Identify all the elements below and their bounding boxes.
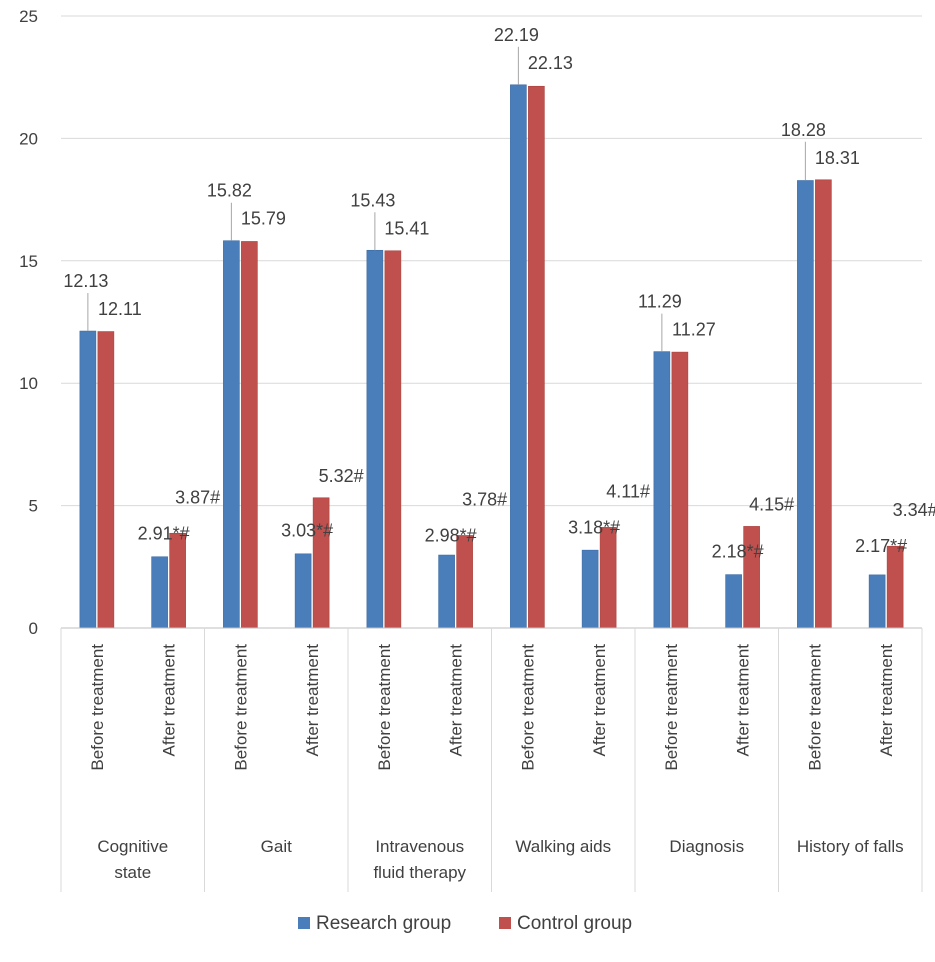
data-label-control: 15.41 <box>384 218 429 238</box>
bar-research <box>151 556 168 629</box>
data-label-research: 12.13 <box>63 271 108 291</box>
data-label-research: 22.19 <box>494 25 539 45</box>
y-tick-label: 10 <box>19 374 38 393</box>
bar-control <box>599 527 617 629</box>
bar-research <box>510 84 527 629</box>
x-group-label: state <box>114 863 151 882</box>
x-subcategory-label: Before treatment <box>518 644 537 771</box>
data-label-research: 2.17*# <box>855 536 907 556</box>
bar-control <box>241 241 258 629</box>
data-label-control: 15.79 <box>241 209 286 229</box>
y-tick-label: 0 <box>29 619 38 638</box>
data-label-research: 15.82 <box>207 181 252 201</box>
x-subcategory-label: Before treatment <box>375 644 394 771</box>
bar-control <box>97 331 115 629</box>
x-subcategory-label: Before treatment <box>231 644 250 771</box>
bar-control <box>169 532 186 629</box>
bar-control <box>312 497 330 629</box>
legend: Research group Control group <box>298 913 632 934</box>
x-group-label: Diagnosis <box>669 837 744 856</box>
y-tick-label: 15 <box>19 252 38 271</box>
bar-control <box>384 250 402 629</box>
data-label-control: 5.32# <box>319 466 364 486</box>
gridlines <box>61 15 922 507</box>
data-label-control: 22.13 <box>528 53 573 73</box>
y-tick-label: 25 <box>19 7 38 26</box>
y-axis: 0 5 10 15 20 25 <box>19 7 38 638</box>
x-group-label: Gait <box>261 837 292 856</box>
data-label-research: 2.91*# <box>138 523 190 543</box>
x-group-label: Intravenous <box>375 837 464 856</box>
x-subcategory-label: Before treatment <box>88 644 107 771</box>
x-subcategory-label: After treatment <box>447 644 466 757</box>
bar-research <box>438 554 455 629</box>
x-group-label: Walking aids <box>515 837 611 856</box>
data-label-research: 2.98*# <box>425 525 477 545</box>
data-label-research: 15.43 <box>350 190 395 210</box>
x-subcategory-label: After treatment <box>734 644 753 757</box>
data-label-control: 4.11# <box>606 481 650 501</box>
bar-research <box>868 574 886 629</box>
bar-research <box>725 574 742 629</box>
legend-label-research: Research group <box>316 913 451 934</box>
x-subcategory-label: After treatment <box>303 644 322 757</box>
bar-research <box>79 330 97 629</box>
bar-research <box>294 553 312 629</box>
data-label-control: 4.15# <box>749 494 794 514</box>
data-label-research: 11.29 <box>638 292 682 312</box>
x-subcategory-label: After treatment <box>877 644 896 757</box>
bar-research <box>223 240 240 629</box>
data-label-control: 3.34# <box>893 500 935 520</box>
data-label-control: 11.27 <box>672 320 716 340</box>
data-label-research: 2.18*# <box>712 541 764 561</box>
x-group-label: Cognitive <box>97 837 168 856</box>
data-label-control: 3.78# <box>462 489 507 509</box>
bars <box>79 84 904 629</box>
x-group-label: fluid therapy <box>373 863 466 882</box>
data-label-control: 12.11 <box>98 299 142 319</box>
bar-research <box>653 351 671 629</box>
data-label-research: 3.03*# <box>281 521 333 541</box>
data-label-research: 18.28 <box>781 120 826 140</box>
label-leader-lines <box>87 46 806 352</box>
data-label-control: 18.31 <box>815 148 860 168</box>
data-labels: 12.13 12.11 2.91*# 3.87# 15.82 15.79 3.03*# 5.3… <box>63 25 935 562</box>
data-label-control: 3.87# <box>175 487 220 507</box>
legend-swatch-research <box>298 917 310 929</box>
bar-research <box>581 549 599 629</box>
bar-control <box>886 545 904 629</box>
bar-control <box>456 535 473 629</box>
x-axis: Before treatment After treatment Before tr… <box>60 627 923 892</box>
x-group-label: History of falls <box>797 837 904 856</box>
bar-research <box>797 180 814 629</box>
bar-control <box>528 85 545 629</box>
bar-control <box>815 179 832 629</box>
bar-control <box>671 351 689 629</box>
x-subcategory-label: After treatment <box>160 644 179 757</box>
x-subcategory-label: Before treatment <box>805 644 824 771</box>
legend-swatch-control <box>499 917 511 929</box>
x-subcategory-label: After treatment <box>590 644 609 757</box>
x-subcategory-label: Before treatment <box>662 644 681 771</box>
data-label-research: 3.18*# <box>568 517 620 537</box>
y-tick-label: 20 <box>19 129 38 148</box>
legend-label-control: Control group <box>517 913 632 934</box>
bar-research <box>366 249 384 629</box>
y-tick-label: 5 <box>29 497 38 516</box>
